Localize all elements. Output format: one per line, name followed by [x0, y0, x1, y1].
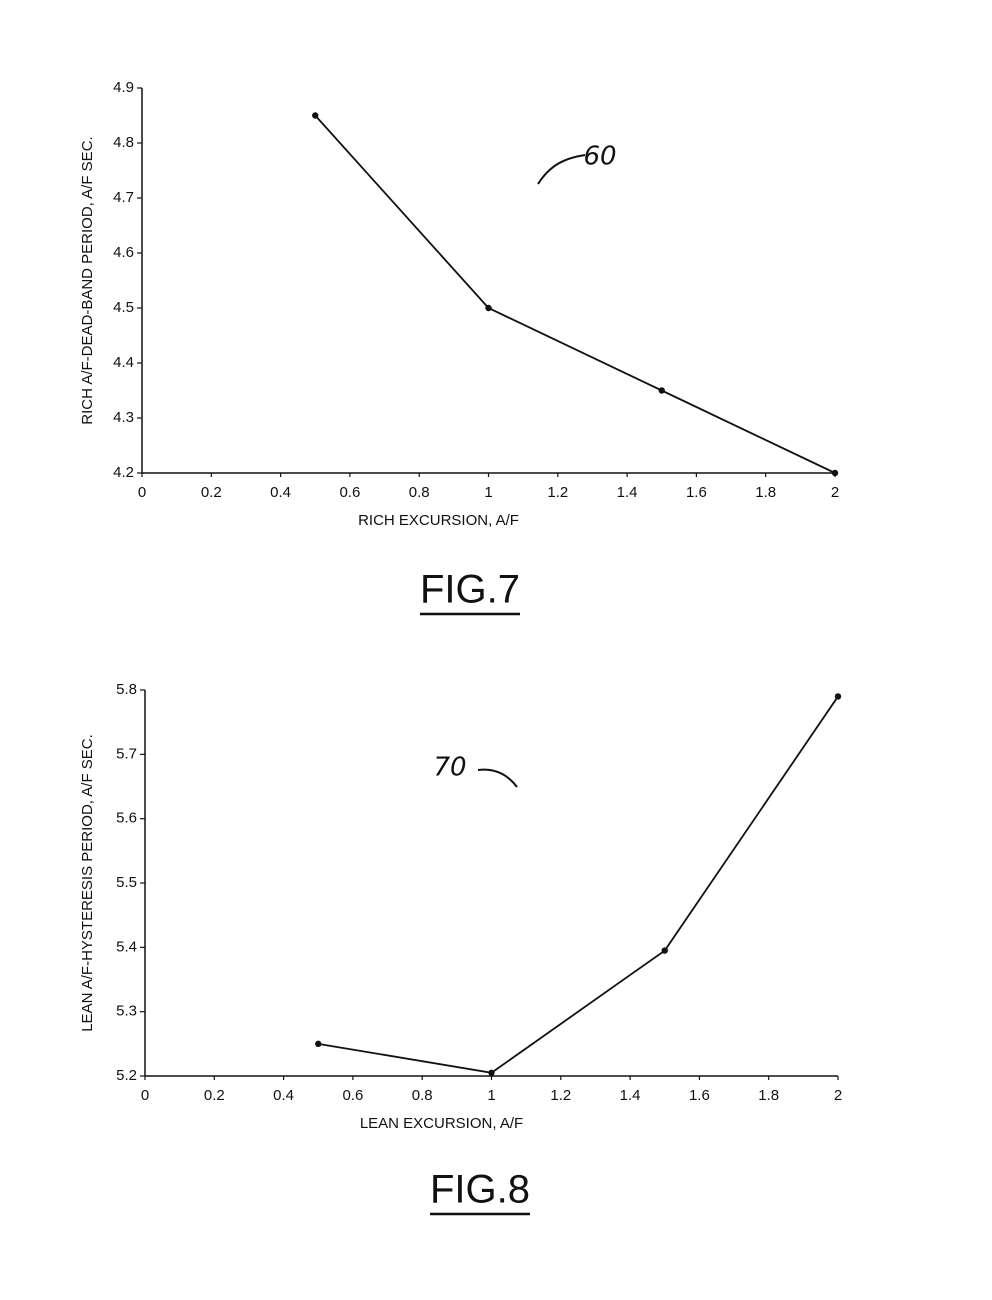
y-tick-label: 5.2: [116, 1067, 137, 1084]
x-tick-label: 1.2: [550, 1087, 571, 1104]
data-point: [834, 693, 842, 700]
x-tick-label: 0.8: [412, 1087, 433, 1104]
figure-label: FIG.7: [420, 568, 520, 612]
x-tick-label: 0.6: [342, 1087, 363, 1104]
x-tick-label: 0.6: [339, 484, 360, 501]
y-tick-label: 5.3: [116, 1003, 137, 1020]
x-tick-label: 1.8: [755, 484, 776, 501]
y-axis-title: RICH A/F-DEAD-BAND PERIOD, A/F SEC.: [79, 136, 96, 424]
annotation: 70: [433, 753, 466, 783]
x-tick-label: 0.4: [270, 484, 291, 501]
x-axis-title: LEAN EXCURSION, A/F: [360, 1115, 523, 1132]
y-tick-label: 4.8: [113, 134, 134, 151]
y-tick-label: 4.4: [113, 354, 134, 371]
data-point: [312, 112, 319, 119]
data-point: [831, 469, 839, 477]
annotation: 60: [583, 142, 616, 172]
x-tick-label: 2: [831, 484, 839, 501]
y-tick-label: 4.3: [113, 409, 134, 426]
x-tick-label: 1.4: [620, 1087, 641, 1104]
data-line: [318, 695, 839, 1074]
data-point: [658, 387, 665, 394]
x-tick-label: 0.4: [273, 1087, 294, 1104]
y-axis-title: LEAN A/F-HYSTERESIS PERIOD, A/F SEC.: [79, 734, 96, 1032]
data-point: [315, 1040, 322, 1048]
data-point: [661, 947, 668, 954]
data-point: [488, 1069, 495, 1076]
y-tick-label: 4.5: [113, 299, 134, 316]
y-tick-label: 4.2: [113, 464, 134, 481]
y-tick-label: 5.4: [116, 938, 137, 955]
x-tick-label: 1.6: [689, 1087, 710, 1104]
data-line: [314, 114, 836, 474]
x-tick-label: 1.8: [758, 1087, 779, 1104]
x-tick-label: 0: [138, 484, 146, 501]
figure-label: FIG.8: [430, 1168, 530, 1212]
x-tick-label: 0: [141, 1087, 149, 1104]
x-tick-label: 1.6: [686, 484, 707, 501]
y-tick-label: 5.7: [116, 745, 137, 762]
annotation-arrow: [537, 154, 586, 185]
x-tick-label: 1.2: [547, 484, 568, 501]
y-tick-label: 4.7: [113, 189, 134, 206]
data-point: [485, 304, 492, 312]
x-tick-label: 1: [484, 484, 492, 501]
x-tick-label: 0.2: [201, 484, 222, 501]
x-tick-label: 1: [487, 1087, 495, 1104]
y-tick-label: 4.9: [113, 79, 134, 96]
x-tick-label: 1.4: [617, 484, 638, 501]
x-tick-label: 2: [834, 1087, 842, 1104]
y-tick-label: 5.6: [116, 810, 137, 827]
annotation-arrow: [477, 768, 518, 788]
y-tick-label: 5.8: [116, 681, 137, 698]
x-axis-title: RICH EXCURSION, A/F: [358, 512, 519, 529]
y-tick-label: 5.5: [116, 874, 137, 891]
x-tick-label: 0.8: [409, 484, 430, 501]
x-tick-label: 0.2: [204, 1087, 225, 1104]
y-tick-label: 4.6: [113, 244, 134, 261]
